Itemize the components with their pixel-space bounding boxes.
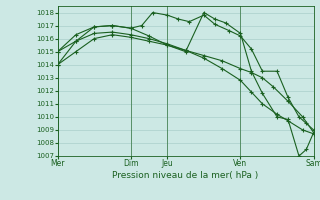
X-axis label: Pression niveau de la mer( hPa ): Pression niveau de la mer( hPa ) — [112, 171, 259, 180]
